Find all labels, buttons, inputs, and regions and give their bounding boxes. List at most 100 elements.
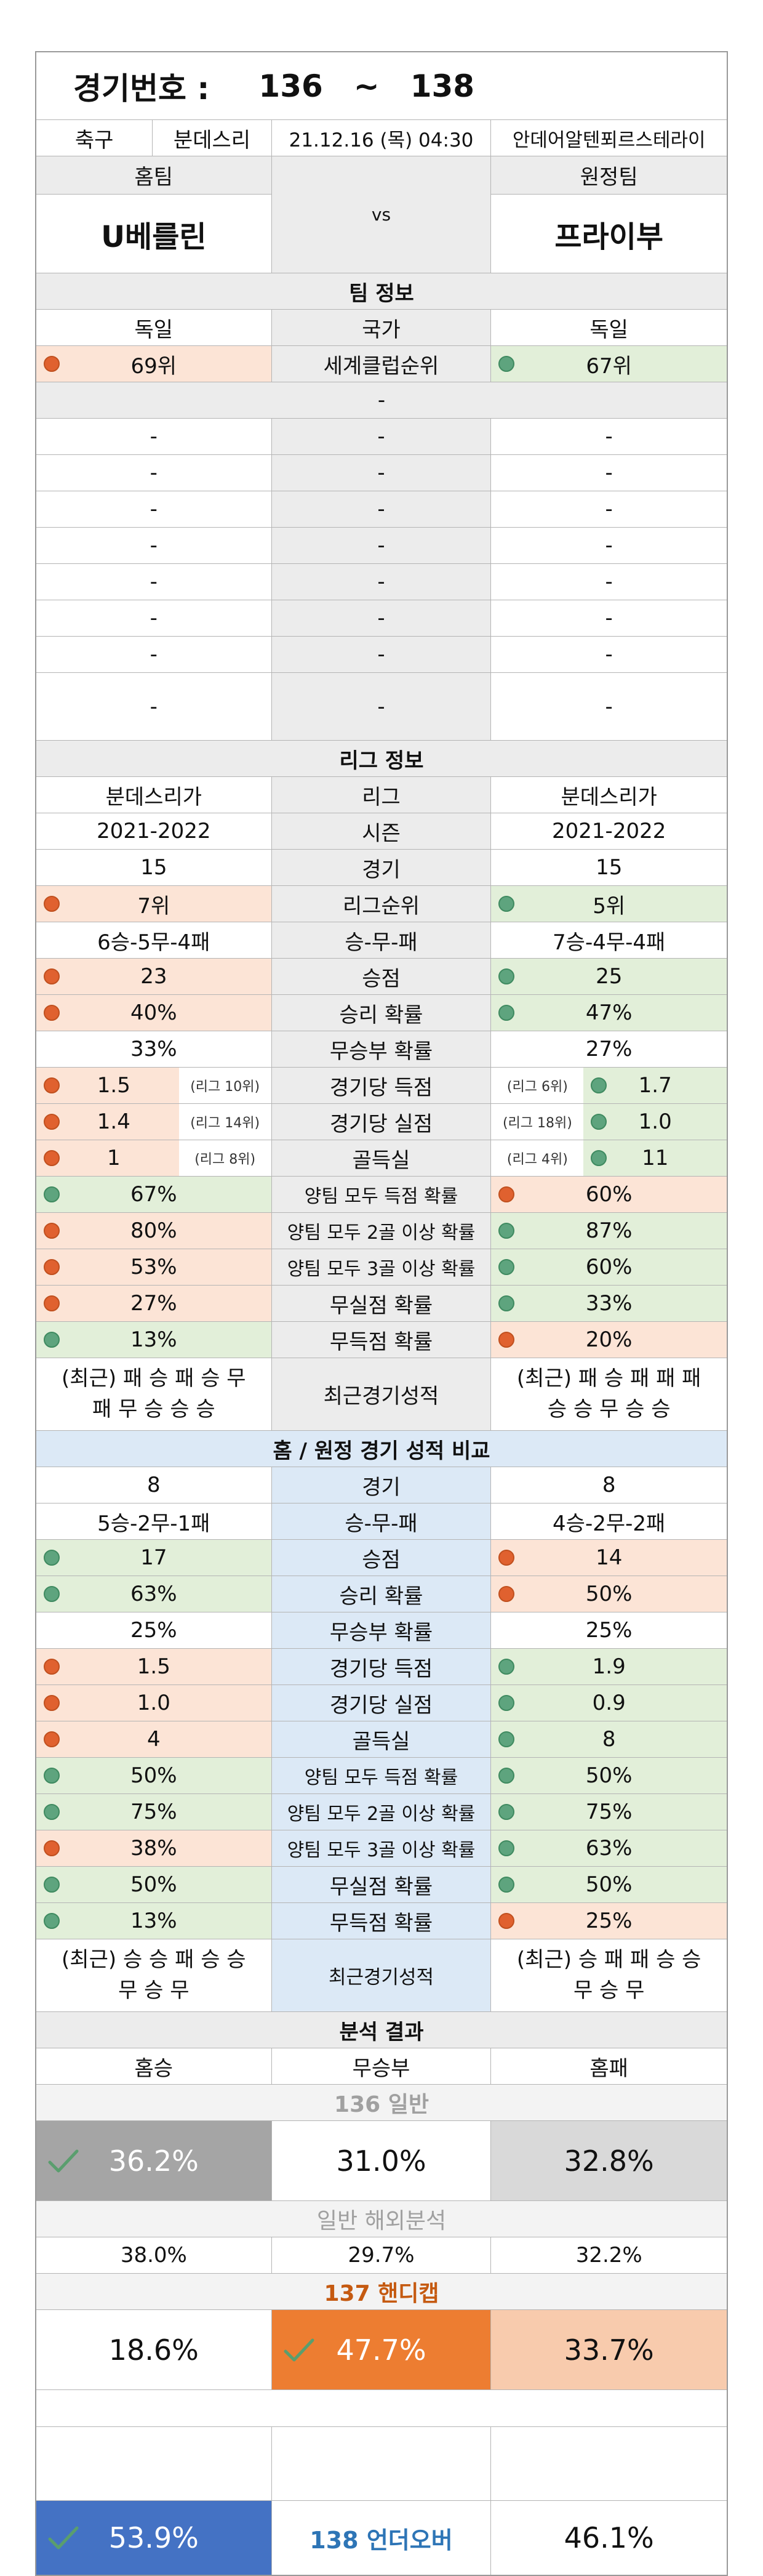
- empty-away: -: [605, 570, 613, 594]
- league-home-value: 1.5: [97, 1073, 130, 1098]
- league-row: 1.5 (리그 10위) 경기당 득점 (리그 6위) 1.7: [36, 1068, 727, 1104]
- league-away-cell: 5위: [491, 886, 727, 922]
- league-home-value: 53%: [130, 1255, 177, 1279]
- empty-label: -: [271, 637, 492, 672]
- ha-row: 38% 양팀 모두 3골 이상 확률 63%: [36, 1830, 727, 1867]
- league-away-dot-icon: [498, 1223, 515, 1239]
- league-home-dot-icon: [44, 1295, 60, 1311]
- analysis-title-row: 분석 결과: [36, 2012, 727, 2048]
- league-away-cell: (리그 4위) 11: [491, 1140, 727, 1176]
- league-row: 분데스리가 리그 분데스리가: [36, 777, 727, 813]
- league-away-dot-icon: [498, 896, 515, 912]
- ha-home-cell: 17: [36, 1540, 272, 1576]
- league-label: 무실점 확률: [271, 1286, 492, 1321]
- away-nation: 독일: [589, 317, 628, 342]
- ha-away-dot-icon: [498, 1877, 515, 1893]
- ha-away-value: 25%: [585, 1618, 633, 1643]
- league-home-value: 15: [140, 855, 167, 880]
- league-label: 시즌: [271, 813, 492, 849]
- ha-away-dot-icon: [498, 1804, 515, 1820]
- league-away-cell: 87%: [491, 1213, 727, 1249]
- league-away-cell: 47%: [491, 995, 727, 1031]
- handicap-draw: 47.7%: [336, 2333, 426, 2367]
- ha-away-value: 50%: [585, 1763, 633, 1788]
- ha-home-dot-icon: [44, 1877, 60, 1893]
- league-home-split: 1.4 (리그 14위): [36, 1104, 271, 1140]
- league-row: 2021-2022 시즌 2021-2022: [36, 813, 727, 850]
- league-away-value: 20%: [585, 1327, 633, 1352]
- spacer-row: [36, 2390, 727, 2427]
- over-value: 53.9%: [108, 2521, 199, 2554]
- league-row: 1.4 (리그 14위) 경기당 실점 (리그 18위) 1.0: [36, 1104, 727, 1140]
- ha-away-value: 8: [602, 1727, 616, 1752]
- home-world-rank: 69위: [130, 353, 177, 379]
- teams-row: 홈팀 U베를린 vs 원정팀 프라이부: [36, 156, 727, 273]
- home-away-rows: 8 경기 8 5승-2무-1패 승-무-패 4승-2무-2패 17 승점 14 63% 승리 확률 5…: [36, 1467, 727, 1939]
- general-home: 36.2%: [108, 2144, 199, 2178]
- league-away-cell: 20%: [491, 1322, 727, 1358]
- ha-away-cell: 8: [491, 1467, 727, 1503]
- league-home-cell: 80%: [36, 1213, 272, 1249]
- league-home-value: 2021-2022: [97, 819, 211, 843]
- ha-row: 50% 무실점 확률 50%: [36, 1867, 727, 1903]
- empty-label: -: [271, 528, 492, 563]
- ha-away-recent-line2: 무 승 무: [573, 1978, 645, 2003]
- empty-home: -: [36, 528, 272, 563]
- league-home-value: 13%: [130, 1327, 177, 1352]
- team-info-empty-row: ---: [36, 419, 727, 455]
- match-number-label: 경기번호 :: [73, 70, 210, 107]
- league-away-inner: 1.0: [583, 1104, 727, 1140]
- league-away-cell: 2021-2022: [491, 813, 727, 849]
- league-away-inner: 11: [583, 1140, 727, 1176]
- ha-away-cell: 75%: [491, 1794, 727, 1830]
- league-away-value: 47%: [585, 1000, 633, 1025]
- vs-label: vs: [271, 156, 492, 273]
- league-row: 23 승점 25: [36, 959, 727, 995]
- ha-away-cell: 1.9: [491, 1649, 727, 1684]
- overseas-home: 38.0%: [36, 2237, 272, 2273]
- league-label: 무득점 확률: [271, 1322, 492, 1358]
- ha-away-cell: 50%: [491, 1867, 727, 1902]
- league-label: 승점: [271, 959, 492, 994]
- ha-home-dot-icon: [44, 1731, 60, 1747]
- empty-away: -: [605, 642, 613, 667]
- away-team-name: 프라이부: [554, 219, 664, 254]
- ha-label: 승-무-패: [271, 1503, 492, 1539]
- league-away-note: (리그 6위): [491, 1068, 584, 1103]
- home-team-label: 홈팀: [36, 156, 271, 195]
- handicap-title: 137 핸디캡: [36, 2274, 727, 2309]
- underover-title: 138 언더오버: [272, 2501, 492, 2575]
- league-home-cell: 15: [36, 850, 272, 885]
- home-team-name: U베를린: [101, 219, 207, 254]
- league-home-value: 1: [107, 1146, 121, 1170]
- ha-row: 17 승점 14: [36, 1540, 727, 1576]
- ha-away-cell: 8: [491, 1721, 727, 1757]
- league-away-inner: 1.7: [583, 1068, 727, 1103]
- general-title: 136 일반: [36, 2085, 727, 2120]
- col-draw: 무승부: [272, 2048, 492, 2084]
- general-draw: 31.0%: [272, 2121, 492, 2200]
- ha-home-dot-icon: [44, 1659, 60, 1675]
- home-world-rank-cell: 69위: [36, 346, 272, 382]
- league-home-cell: 1.5 (리그 10위): [36, 1068, 272, 1103]
- league-row: 15 경기 15: [36, 850, 727, 886]
- ha-away-dot-icon: [498, 1840, 515, 1856]
- ha-home-recent-line2: 무 승 무: [118, 1978, 190, 2003]
- ha-away-dot-icon: [498, 1731, 515, 1747]
- league-home-value: 6승-5무-4패: [97, 930, 210, 955]
- ha-home-cell: 63%: [36, 1576, 272, 1612]
- ha-home-dot-icon: [44, 1550, 60, 1566]
- league-away-recent-line2: 승 승 무 승 승: [547, 1396, 671, 1422]
- league-away-value: 60%: [585, 1182, 633, 1207]
- ha-label: 골득실: [271, 1721, 492, 1757]
- empty-home: -: [36, 455, 272, 491]
- ha-away-cell: 63%: [491, 1830, 727, 1866]
- overseas-title: 일반 해외분석: [36, 2201, 727, 2237]
- league-label: 승-무-패: [271, 922, 492, 958]
- world-rank-label: 세계클럽순위: [271, 346, 492, 382]
- ha-home-value: 13%: [130, 1909, 177, 1933]
